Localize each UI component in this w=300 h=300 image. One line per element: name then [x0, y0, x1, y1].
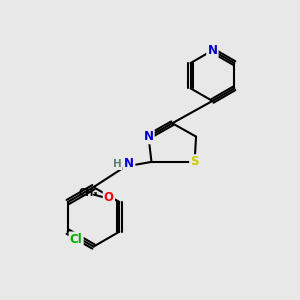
Text: H: H	[113, 159, 122, 169]
Text: O: O	[104, 191, 114, 204]
Text: Cl: Cl	[70, 233, 83, 246]
Text: N: N	[207, 44, 218, 57]
Text: S: S	[190, 155, 199, 168]
Text: N: N	[124, 158, 134, 170]
Text: N: N	[143, 130, 154, 143]
Text: CH₃: CH₃	[78, 188, 98, 198]
